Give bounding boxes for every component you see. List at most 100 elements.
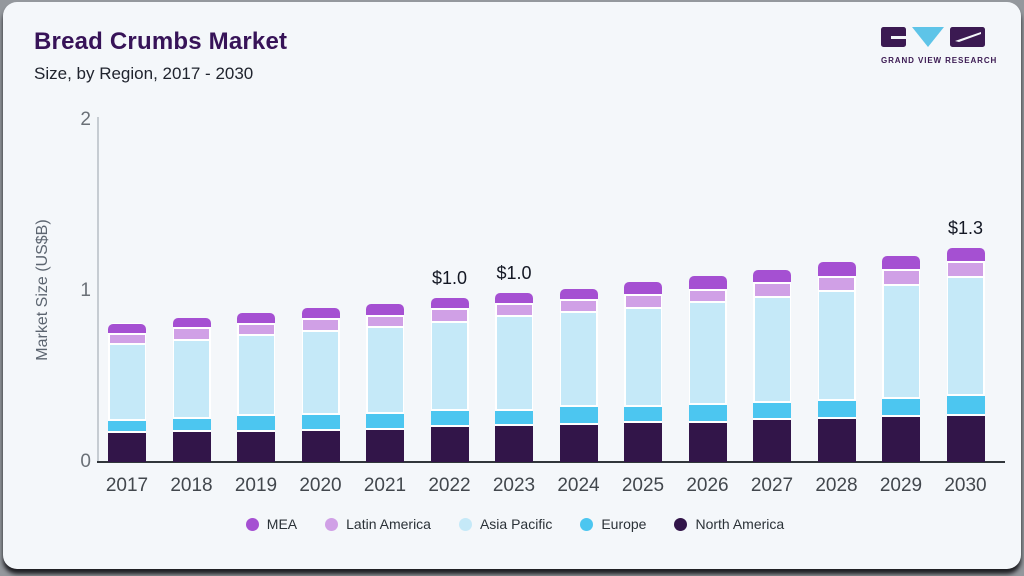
bar-segment-mea xyxy=(946,247,985,261)
x-axis-label: 2028 xyxy=(815,475,858,496)
bar-segment-latin-america xyxy=(174,329,209,339)
bar-segment-north-america xyxy=(753,420,791,462)
bar-segment-north-america xyxy=(237,431,275,462)
gvr-logo-icon xyxy=(881,27,985,47)
bar-segment-asia-pacific xyxy=(883,285,919,397)
bar-segment-europe xyxy=(237,416,275,430)
y-axis-tick: 0 xyxy=(80,451,91,472)
bar-segment-europe xyxy=(946,395,985,414)
bar-segment-asia-pacific xyxy=(432,323,467,410)
bar-segment-north-america xyxy=(624,423,662,462)
x-axis-label: 2024 xyxy=(557,475,600,496)
gvr-logo-wordmark: GRAND VIEW RESEARCH xyxy=(881,56,998,65)
bar-segment-asia-pacific xyxy=(819,292,854,399)
bar-segment-mea xyxy=(430,297,469,309)
y-axis-tick: 1 xyxy=(80,280,91,301)
bar-segment-asia-pacific xyxy=(303,332,338,413)
x-axis-label: 2019 xyxy=(234,475,278,496)
bar-2024 xyxy=(559,288,598,462)
bar-segment-mea xyxy=(172,317,211,328)
y-axis-tick: 2 xyxy=(80,109,91,130)
x-axis-label: 2025 xyxy=(621,475,665,496)
bar-segment-north-america xyxy=(688,423,727,462)
bar-segment-europe xyxy=(688,404,727,422)
bar-segment-europe xyxy=(301,414,340,429)
legend-label: Europe xyxy=(601,516,647,532)
bar-segment-europe xyxy=(172,419,211,431)
bar-value-label: $1.0 xyxy=(496,263,532,284)
bar-segment-mea xyxy=(882,255,920,269)
stacked-bar-chart: Market Size (US$B) 0 1 2 2017 2018 2019 2020 20… xyxy=(3,2,1021,569)
bar-2017 xyxy=(108,323,146,462)
bar-segment-north-america xyxy=(882,417,920,462)
bar-segment-europe xyxy=(559,407,598,423)
bar-segment-europe xyxy=(495,410,533,424)
x-axis-line xyxy=(97,461,1005,463)
bar-segment-asia-pacific xyxy=(754,298,790,402)
bar-2022 xyxy=(430,297,469,462)
x-axis-label: 2029 xyxy=(879,475,923,496)
bar-segment-latin-america xyxy=(754,284,790,297)
bar-segment-latin-america xyxy=(948,262,983,277)
bar-segment-asia-pacific xyxy=(496,317,532,409)
bar-segment-mea xyxy=(495,293,533,303)
page-subtitle: Size, by Region, 2017 - 2030 xyxy=(34,64,254,83)
bar-segment-north-america xyxy=(366,429,404,462)
bar-segment-asia-pacific xyxy=(109,344,145,419)
bar-2023 xyxy=(495,293,533,462)
bar-segment-europe xyxy=(624,406,662,422)
x-axis-label: 2020 xyxy=(299,475,342,496)
bar-segment-north-america xyxy=(495,425,533,462)
bar-segment-europe xyxy=(430,411,469,426)
bar-segment-north-america xyxy=(430,427,469,462)
bar-segment-asia-pacific xyxy=(690,303,725,403)
page-title: Bread Crumbs Market xyxy=(34,28,288,55)
legend-item-latin-america: Latin America xyxy=(325,516,431,532)
bar-segment-asia-pacific xyxy=(948,278,983,394)
chart-legend: MEA Latin America Asia Pacific Europe North … xyxy=(3,516,1021,532)
x-axis-label: 2022 xyxy=(428,475,471,496)
bar-segment-latin-america xyxy=(238,325,274,335)
bar-2025 xyxy=(624,281,662,462)
y-axis-line xyxy=(97,117,99,462)
bar-2020 xyxy=(301,307,340,462)
legend-swatch-north-america xyxy=(674,517,688,531)
legend-swatch-mea xyxy=(245,517,259,531)
bar-value-label: $1.0 xyxy=(431,267,468,288)
bar-2030 xyxy=(946,247,985,462)
bar-segment-europe xyxy=(366,413,404,428)
bar-segment-mea xyxy=(366,304,404,315)
x-axis-label: 2018 xyxy=(170,475,213,496)
x-axis-label: 2023 xyxy=(492,475,536,496)
bar-segment-asia-pacific xyxy=(174,340,209,418)
bar-segment-north-america xyxy=(108,433,146,462)
legend-label: Asia Pacific xyxy=(479,516,553,532)
legend-item-mea: MEA xyxy=(245,516,298,532)
bar-segment-north-america xyxy=(817,419,856,462)
legend-item-north-america: North America xyxy=(674,516,784,532)
bar-value-label: $1.3 xyxy=(947,217,984,238)
legend-label: Latin America xyxy=(346,516,431,532)
x-axis-label: 2017 xyxy=(105,475,149,496)
bar-segment-latin-america xyxy=(496,304,532,316)
bar-segment-north-america xyxy=(946,415,985,462)
bar-2021 xyxy=(366,304,404,462)
bar-segment-north-america xyxy=(559,424,598,462)
bar-segment-latin-america xyxy=(432,310,467,322)
bar-segment-asia-pacific xyxy=(561,313,596,406)
legend-label: North America xyxy=(695,516,785,532)
bar-segment-mea xyxy=(753,269,791,283)
legend-label: MEA xyxy=(266,516,298,532)
x-axis-label: 2026 xyxy=(686,475,729,496)
x-axis-label: 2027 xyxy=(750,475,794,496)
bar-segment-mea xyxy=(817,261,856,277)
legend-swatch-europe xyxy=(580,517,594,531)
bar-2026 xyxy=(688,276,727,462)
x-axis-label: 2021 xyxy=(363,475,407,496)
legend-swatch-asia-pacific xyxy=(458,517,472,531)
legend-swatch-latin-america xyxy=(325,517,339,531)
bar-2027 xyxy=(753,269,791,462)
bar-2029 xyxy=(882,255,920,462)
bar-segment-latin-america xyxy=(367,316,403,327)
bar-segment-latin-america xyxy=(883,270,919,284)
